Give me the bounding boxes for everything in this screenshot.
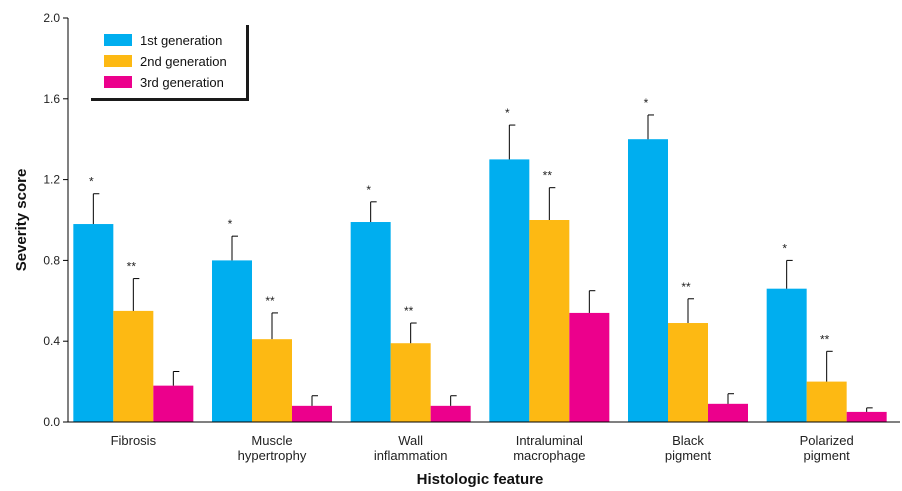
legend-swatch	[104, 76, 132, 88]
legend-label: 3rd generation	[140, 75, 224, 90]
bar	[73, 224, 114, 422]
legend-swatch	[104, 34, 132, 46]
x-tick-label: Black pigment	[665, 433, 712, 463]
x-tick-label: Muscle hypertrophy	[238, 433, 307, 463]
bar	[252, 339, 292, 422]
bar	[212, 260, 252, 422]
bar	[766, 288, 807, 422]
y-tick-label: 1.6	[43, 92, 60, 106]
x-tick-label: Fibrosis	[111, 433, 157, 448]
significance-marker: **	[681, 280, 691, 294]
bar-group: ***	[628, 96, 748, 422]
y-axis-title: Severity score	[13, 169, 30, 272]
significance-marker: **	[404, 304, 414, 318]
significance-marker: *	[228, 217, 233, 231]
bar	[569, 312, 610, 422]
significance-marker: **	[543, 169, 553, 183]
significance-marker: **	[127, 260, 137, 274]
significance-marker: **	[265, 294, 275, 308]
bars: ******************	[73, 96, 887, 422]
bar	[489, 159, 530, 422]
legend-label: 1st generation	[140, 33, 222, 48]
significance-marker: *	[366, 183, 371, 197]
bar-group: ***	[73, 175, 194, 422]
legend-label: 2nd generation	[140, 54, 227, 69]
y-tick-label: 0.4	[43, 334, 60, 348]
y-tick-label: 2.0	[43, 11, 60, 25]
significance-marker: *	[505, 106, 510, 120]
significance-marker: *	[782, 241, 787, 255]
legend-swatch	[104, 55, 132, 67]
significance-marker: *	[89, 175, 94, 189]
bar	[430, 405, 471, 422]
x-tick-label: Polarized pigment	[800, 433, 854, 463]
bar	[153, 385, 194, 422]
bar-group: ***	[489, 106, 610, 422]
bar-group: ***	[766, 241, 887, 422]
significance-marker: **	[820, 332, 830, 346]
x-tick-label: Wall inflammation	[374, 433, 448, 463]
x-axis-title: Histologic feature	[417, 471, 544, 488]
bar	[806, 381, 847, 422]
bar	[628, 139, 668, 422]
bar-group: ***	[212, 217, 332, 422]
y-axis: 0.0 0.4 0.8 1.2 1.6 2.0	[43, 11, 69, 429]
y-tick-label: 1.2	[43, 173, 60, 187]
bar	[708, 403, 748, 422]
bar	[390, 343, 431, 422]
bar-group: ***	[350, 183, 471, 422]
significance-marker: *	[644, 96, 649, 110]
x-axis: Fibrosis Muscle hypertrophy Wall inflammatio…	[68, 421, 900, 463]
legend: 1st generation 2nd generation 3rd generati…	[88, 22, 249, 101]
bar	[292, 405, 332, 422]
y-tick-label: 0.0	[43, 415, 60, 429]
y-tick-label: 0.8	[43, 253, 60, 267]
bar	[529, 220, 570, 422]
bar	[668, 323, 708, 422]
bar	[350, 222, 391, 422]
x-tick-label: Intraluminal macrophage	[513, 433, 585, 463]
bar	[113, 310, 154, 422]
bar	[846, 411, 887, 422]
